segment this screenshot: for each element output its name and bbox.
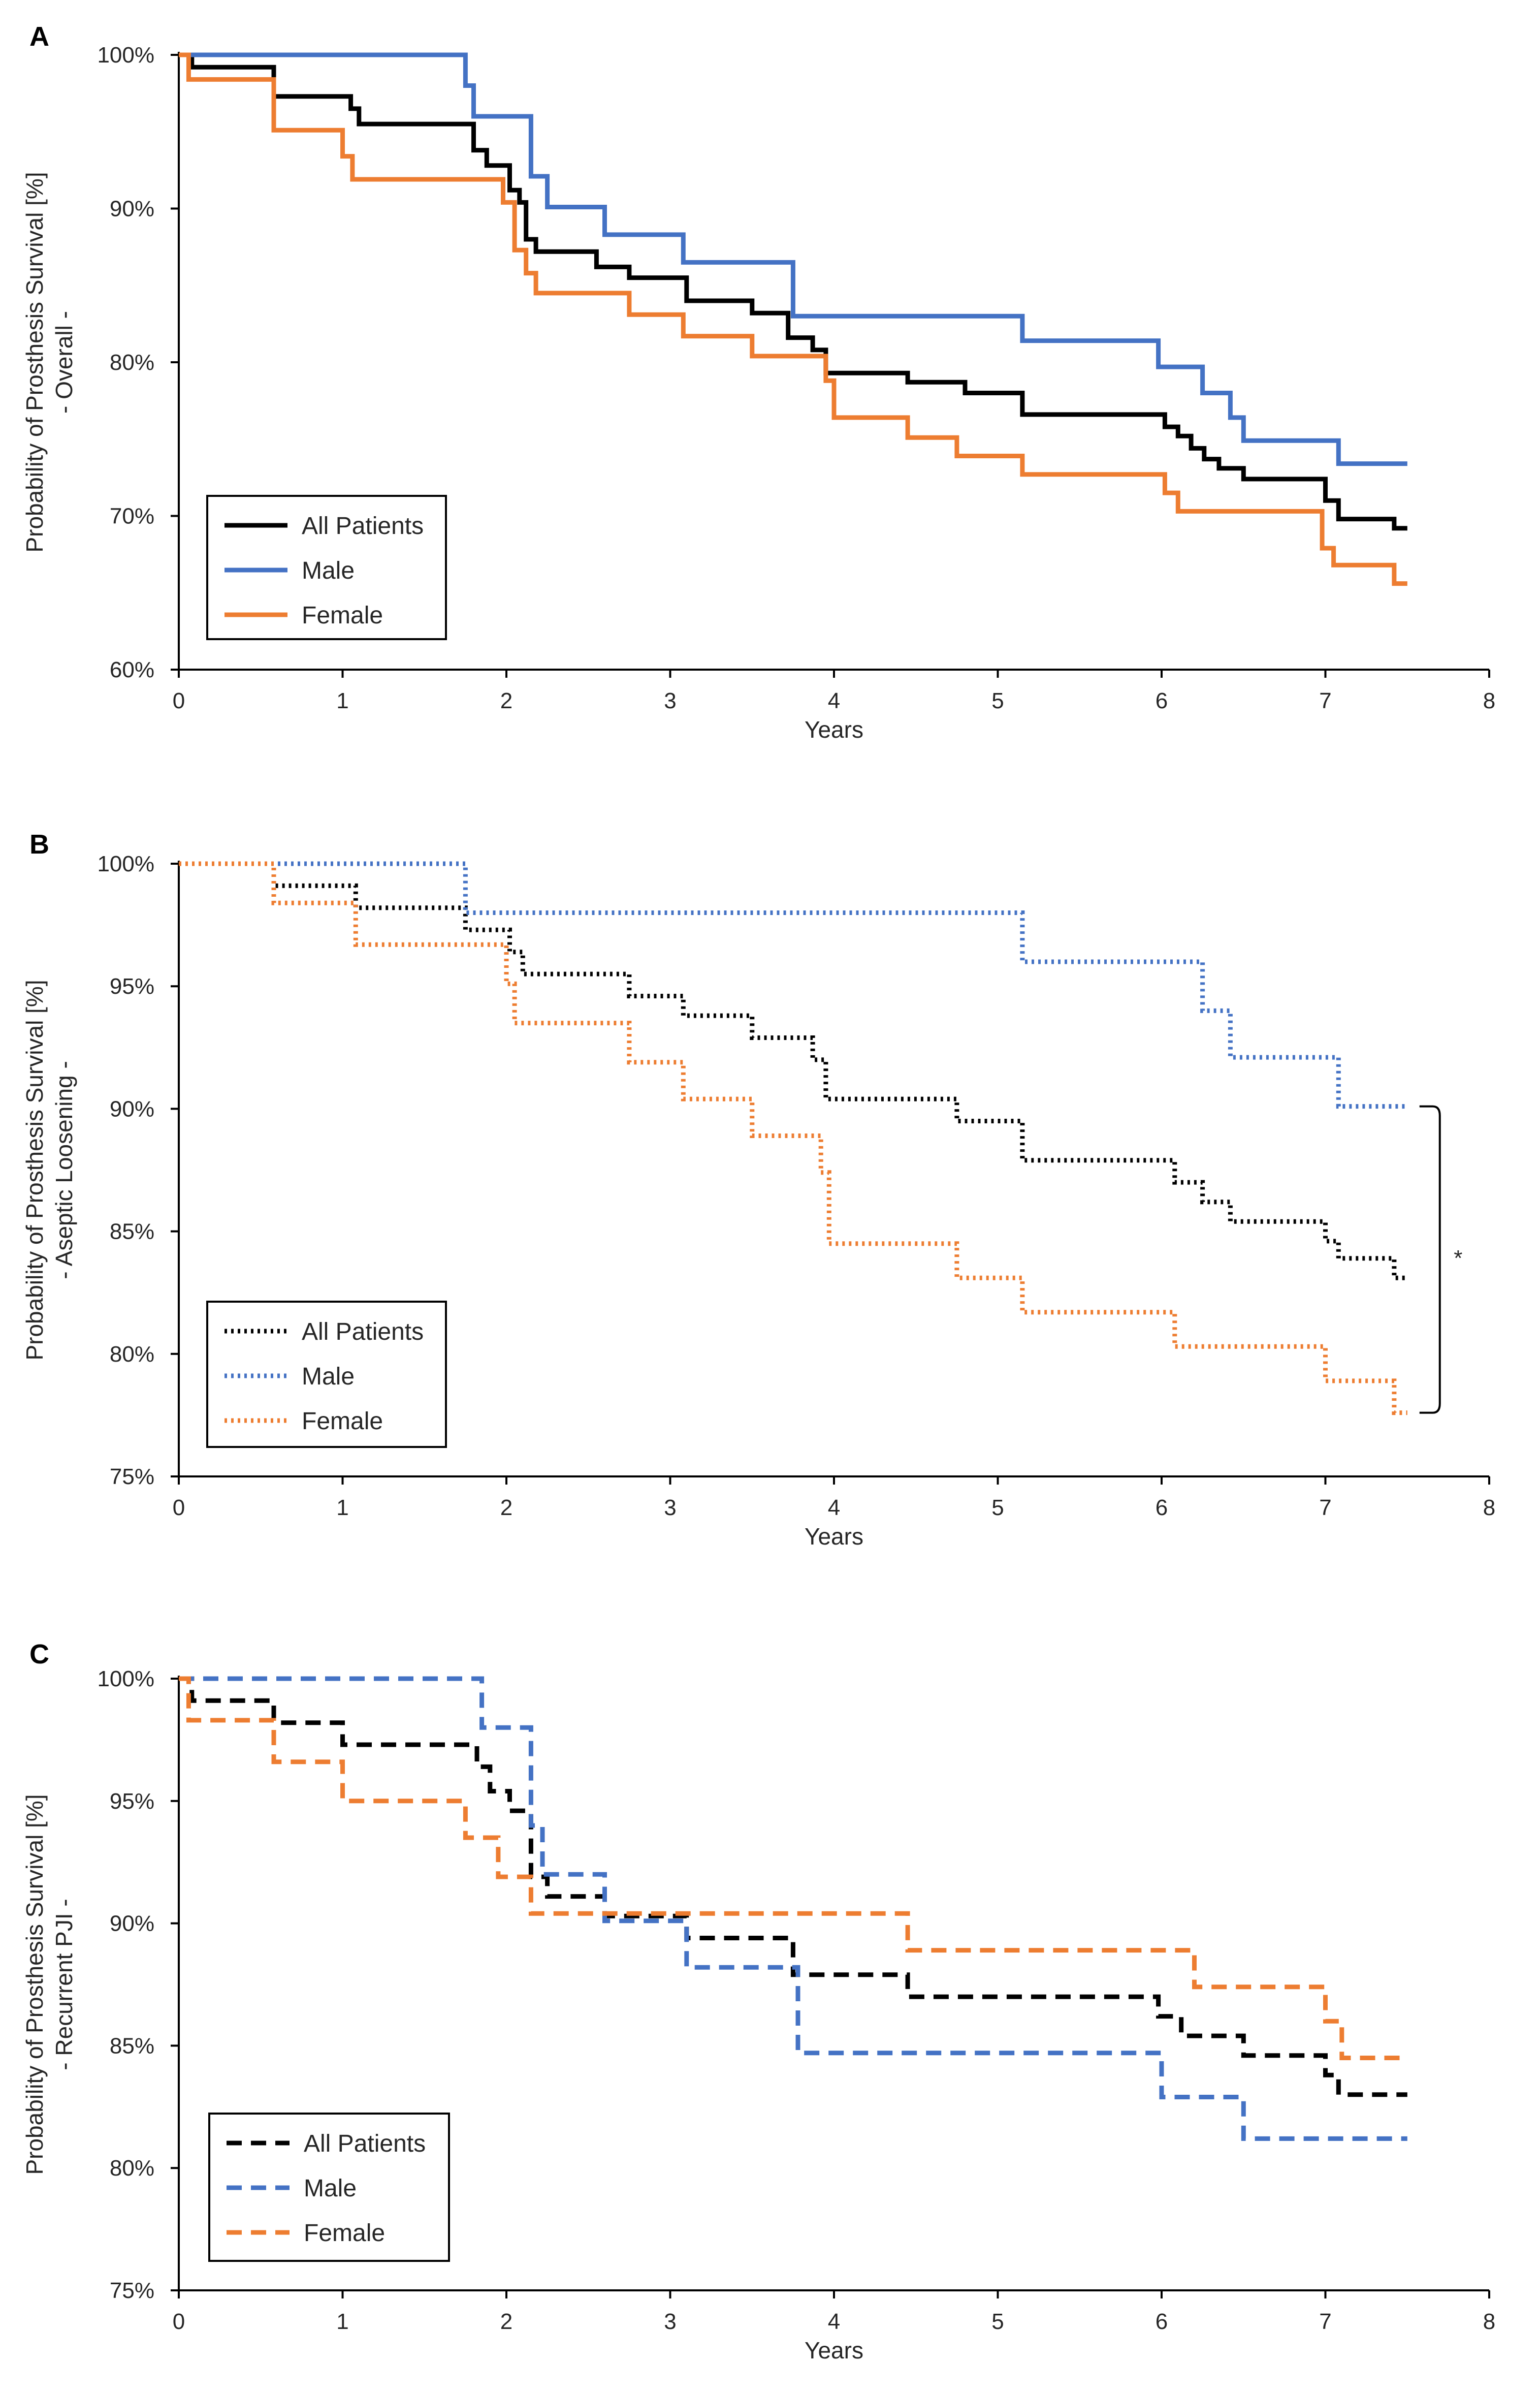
y-tick-label: 80% — [110, 350, 154, 375]
x-tick-label: 1 — [336, 688, 348, 713]
x-axis-title: Years — [805, 1523, 863, 1550]
legend: All Patients Male Female — [206, 1301, 447, 1448]
series-line-all-patients — [179, 861, 1407, 1280]
legend-label: Female — [304, 2220, 385, 2247]
x-tick-label: 2 — [500, 1495, 512, 1520]
x-tick-label: 8 — [1483, 688, 1495, 713]
x-tick-label: 2 — [500, 688, 512, 713]
legend-box — [206, 1301, 447, 1448]
x-tick-label: 7 — [1319, 1495, 1331, 1520]
x-tick-label: 7 — [1319, 688, 1331, 713]
x-tick-label: 8 — [1483, 2309, 1495, 2334]
x-tick-label: 4 — [828, 688, 840, 713]
x-tick-label: 6 — [1156, 2309, 1168, 2334]
x-tick-label: 1 — [336, 1495, 348, 1520]
significance-asterisk: * — [1454, 1246, 1462, 1271]
x-tick-label: 1 — [336, 2309, 348, 2334]
x-tick-label: 4 — [828, 2309, 840, 2334]
y-axis-title: Probability of Prosthesis Survival [%] — [21, 980, 48, 1360]
y-tick-label: 95% — [110, 974, 154, 999]
x-tick-label: 0 — [173, 1495, 185, 1520]
legend-box — [208, 2113, 450, 2262]
x-tick-label: 5 — [991, 1495, 1004, 1520]
series-line-male — [179, 52, 1407, 466]
series-line-all-patients — [179, 52, 1407, 531]
x-tick-label: 3 — [664, 688, 676, 713]
y-tick-label: 95% — [110, 1789, 154, 1814]
significance-bracket: * — [1419, 1105, 1462, 1414]
legend-label: Female — [302, 602, 383, 629]
y-tick-label: 70% — [110, 504, 154, 529]
x-tick-label: 5 — [991, 2309, 1004, 2334]
y-tick-label: 85% — [110, 1219, 154, 1244]
x-tick-label: 6 — [1156, 1495, 1168, 1520]
panel-letter: B — [29, 829, 49, 860]
panel-letter: C — [29, 1639, 49, 1670]
y-axis-subtitle: - Recurrent PJI - — [51, 1899, 77, 2070]
legend: All Patients Male Female — [208, 2113, 450, 2262]
legend-label: All Patients — [302, 1318, 424, 1345]
y-axis-title: Probability of Prosthesis Survival [%] — [21, 1794, 48, 2175]
bracket-line — [1419, 1105, 1441, 1414]
series-line-male — [179, 1676, 1407, 2141]
series-line-male — [179, 861, 1407, 1109]
y-tick-label: 75% — [110, 1464, 154, 1489]
y-tick-label: 85% — [110, 2033, 154, 2058]
panel-C: C 75% 80% 85% 90% 95% 100% 0 1 2 3 4 5 6 7 8 Years Probab… — [21, 1639, 1495, 2364]
y-axis-subtitle: - Overall - — [51, 311, 77, 414]
y-tick-label: 90% — [110, 1096, 154, 1121]
y-tick-label: 100% — [97, 852, 154, 876]
legend: All Patients Male Female — [206, 495, 447, 640]
x-tick-label: 7 — [1319, 2309, 1331, 2334]
series-line-all-patients — [179, 1676, 1407, 2097]
x-tick-label: 6 — [1156, 688, 1168, 713]
y-tick-label: 75% — [110, 2278, 154, 2303]
y-axis-title: Probability of Prosthesis Survival [%] — [21, 172, 48, 552]
x-tick-label: 5 — [991, 688, 1004, 713]
x-tick-label: 3 — [664, 1495, 676, 1520]
legend-label: Female — [302, 1408, 383, 1435]
panel-A: A 60% 70% 80% 90% 100% 0 1 2 3 4 5 6 7 8 Years Probabili… — [21, 21, 1495, 743]
panel-B: B 75% 80% 85% 90% 95% 100% 0 1 2 3 4 5 6 7 8 Years Probab… — [21, 829, 1495, 1550]
panel-letter: A — [29, 21, 49, 52]
x-tick-label: 2 — [500, 2309, 512, 2334]
legend-label: Male — [302, 1363, 355, 1390]
x-tick-label: 0 — [173, 2309, 185, 2334]
legend-label: Male — [302, 557, 355, 584]
y-tick-label: 60% — [110, 657, 154, 682]
y-tick-label: 90% — [110, 1911, 154, 1936]
legend-label: All Patients — [304, 2130, 426, 2157]
y-axis-subtitle: - Aseptic Loosening - — [51, 1061, 77, 1279]
x-tick-label: 4 — [828, 1495, 840, 1520]
y-tick-label: 80% — [110, 1342, 154, 1367]
series-line-female — [179, 861, 1407, 1415]
x-tick-label: 8 — [1483, 1495, 1495, 1520]
x-tick-label: 0 — [173, 688, 185, 713]
x-tick-label: 3 — [664, 2309, 676, 2334]
y-tick-label: 100% — [97, 43, 154, 68]
legend-label: All Patients — [302, 513, 424, 540]
x-axis-title: Years — [805, 716, 863, 743]
series-line-female — [179, 52, 1407, 586]
y-tick-label: 90% — [110, 197, 154, 222]
y-tick-label: 100% — [97, 1666, 154, 1691]
x-axis-title: Years — [805, 2337, 863, 2364]
series-line-female — [179, 1676, 1407, 2060]
y-tick-label: 80% — [110, 2156, 154, 2181]
legend-label: Male — [304, 2175, 357, 2202]
